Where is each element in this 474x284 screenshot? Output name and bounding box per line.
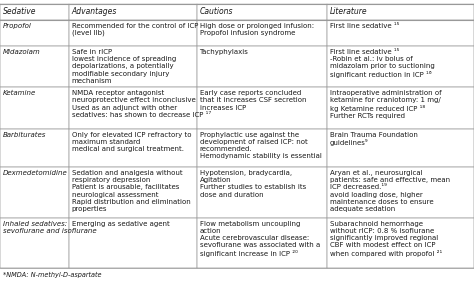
Bar	[0, 20, 69, 46]
Text: Only for elevated ICP refractory to
maximum standard
medical and surgical treatm: Only for elevated ICP refractory to maxi…	[72, 131, 191, 152]
Text: Propofol: Propofol	[3, 23, 32, 29]
Text: First line sedative ¹⁵: First line sedative ¹⁵	[330, 23, 399, 29]
Bar	[197, 167, 327, 218]
Bar	[0, 218, 69, 268]
Bar	[327, 167, 474, 218]
Bar	[327, 20, 474, 46]
Bar	[197, 4, 327, 20]
Bar	[197, 20, 327, 46]
Bar	[0, 4, 69, 20]
Bar	[69, 129, 197, 167]
Text: High dose or prolonged infusion:
Propofol infusion syndrome: High dose or prolonged infusion: Propofo…	[200, 23, 314, 36]
Bar	[69, 87, 197, 129]
Bar	[327, 87, 474, 129]
Text: Recommended for the control of ICP
(level IIb): Recommended for the control of ICP (leve…	[72, 23, 198, 36]
Text: First line sedative ¹⁵
-Robin et al.: iv bolus of
midazolam prior to suctioning
: First line sedative ¹⁵ -Robin et al.: iv…	[330, 49, 435, 78]
Text: Midazolam: Midazolam	[3, 49, 41, 55]
Bar	[327, 218, 474, 268]
Text: Safe in rICP
lowest incidence of spreading
depolarizations, a potentially
modifi: Safe in rICP lowest incidence of spreadi…	[72, 49, 176, 84]
Text: *NMDA: N-methyl-D-aspartate: *NMDA: N-methyl-D-aspartate	[3, 272, 101, 278]
Text: Emerging as sedative agent: Emerging as sedative agent	[72, 221, 169, 227]
Text: Hypotension, bradycardia,
Agitation
Further studies to establish its
dose and du: Hypotension, bradycardia, Agitation Furt…	[200, 170, 306, 198]
Bar	[197, 46, 327, 87]
Text: Prophylactic use against the
development of raised ICP: not
recommended.
Hemodyn: Prophylactic use against the development…	[200, 131, 321, 159]
Text: Aryan et al., neurosurgical
patients: safe and effective, mean
ICP decreased.¹⁹
: Aryan et al., neurosurgical patients: sa…	[330, 170, 450, 212]
Text: Subarachnoid hemorrhage
without rICP: 0.8 % isoflurane
significantly improved re: Subarachnoid hemorrhage without rICP: 0.…	[330, 221, 442, 257]
Bar	[197, 218, 327, 268]
Bar	[69, 46, 197, 87]
Bar	[327, 4, 474, 20]
Bar	[327, 129, 474, 167]
Bar	[327, 46, 474, 87]
Text: Early case reports concluded
that it increases CSF secretion
increases ICP: Early case reports concluded that it inc…	[200, 90, 306, 111]
Text: Inhaled sedatives:
sevoflurane and isoflurane: Inhaled sedatives: sevoflurane and isofl…	[3, 221, 97, 234]
Text: NMDA receptor antagonist
neuroprotective effect inconclusive
Used as an adjunct : NMDA receptor antagonist neuroprotective…	[72, 90, 211, 118]
Bar	[69, 4, 197, 20]
Bar	[197, 87, 327, 129]
Bar	[197, 129, 327, 167]
Text: Literature: Literature	[330, 7, 367, 16]
Text: Ketamine: Ketamine	[3, 90, 36, 96]
Text: Dexmedetomidine: Dexmedetomidine	[3, 170, 68, 176]
Bar	[0, 87, 69, 129]
Bar	[69, 167, 197, 218]
Text: Flow metabolism uncoupling
action
Acute cerebrovascular disease:
sevoflurane was: Flow metabolism uncoupling action Acute …	[200, 221, 320, 257]
Text: Advantages: Advantages	[72, 7, 117, 16]
Text: Sedative: Sedative	[3, 7, 36, 16]
Text: Sedation and analgesia without
respiratory depression
Patient is arousable, faci: Sedation and analgesia without respirato…	[72, 170, 191, 212]
Bar	[0, 129, 69, 167]
Bar	[69, 20, 197, 46]
Bar	[69, 218, 197, 268]
Text: Tachyphylaxis: Tachyphylaxis	[200, 49, 248, 55]
Text: Cautions: Cautions	[200, 7, 233, 16]
Bar	[0, 167, 69, 218]
Bar	[0, 46, 69, 87]
Text: Intraoperative administration of
ketamine for craniotomy: 1 mg/
kg Ketamine redu: Intraoperative administration of ketamin…	[330, 90, 441, 119]
Text: Brain Trauma Foundation
guidelines⁹: Brain Trauma Foundation guidelines⁹	[330, 131, 418, 146]
Text: Barbiturates: Barbiturates	[3, 131, 46, 138]
